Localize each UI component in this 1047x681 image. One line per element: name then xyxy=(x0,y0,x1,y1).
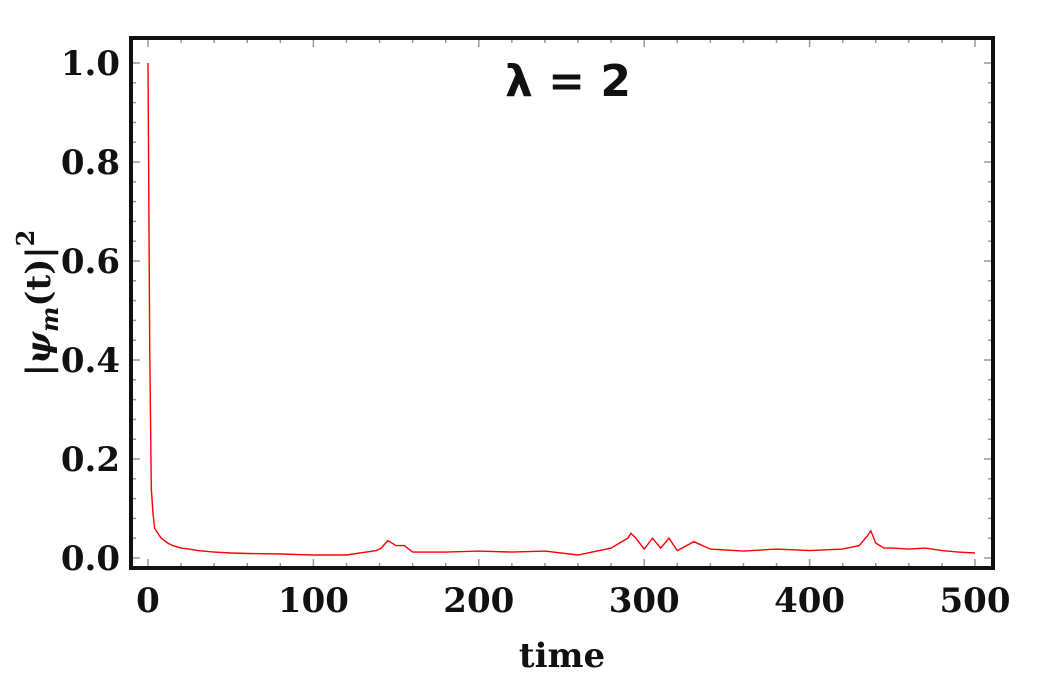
x-tick-labels: 0 100 200 300 400 500 xyxy=(136,581,1010,621)
y-tick-label: 0.4 xyxy=(61,341,120,381)
y-title-close: | xyxy=(19,246,59,258)
series-line xyxy=(147,62,976,556)
y-title-sub: m xyxy=(35,307,64,332)
y-tick-label: 0.8 xyxy=(61,143,120,183)
y-tick-label: 0.0 xyxy=(61,539,120,579)
x-tick-label: 500 xyxy=(940,581,1011,621)
x-tick-label: 300 xyxy=(609,581,680,621)
plot-background xyxy=(131,38,993,568)
x-tick-label: 200 xyxy=(443,581,514,621)
y-title-arg: (t) xyxy=(19,259,59,307)
y-axis-title: |ψm(t)|2 xyxy=(11,230,64,377)
x-tick-label: 0 xyxy=(136,581,160,621)
y-tick-label: 0.2 xyxy=(61,440,120,480)
x-axis-title: time xyxy=(519,636,605,676)
y-tick-labels: 0.0 0.2 0.4 0.6 0.8 1.0 xyxy=(61,44,120,579)
plot-frame xyxy=(129,36,995,570)
y-title-sup: 2 xyxy=(11,230,40,247)
x-tick-label: 400 xyxy=(774,581,845,621)
y-tick-label: 0.6 xyxy=(61,242,120,282)
x-tick-label: 100 xyxy=(278,581,349,621)
y-title-open: | xyxy=(19,364,59,376)
lambda-annotation: λ = 2 xyxy=(505,56,631,107)
y-title-psi: ψ xyxy=(19,331,59,364)
y-tick-label: 1.0 xyxy=(61,44,120,84)
